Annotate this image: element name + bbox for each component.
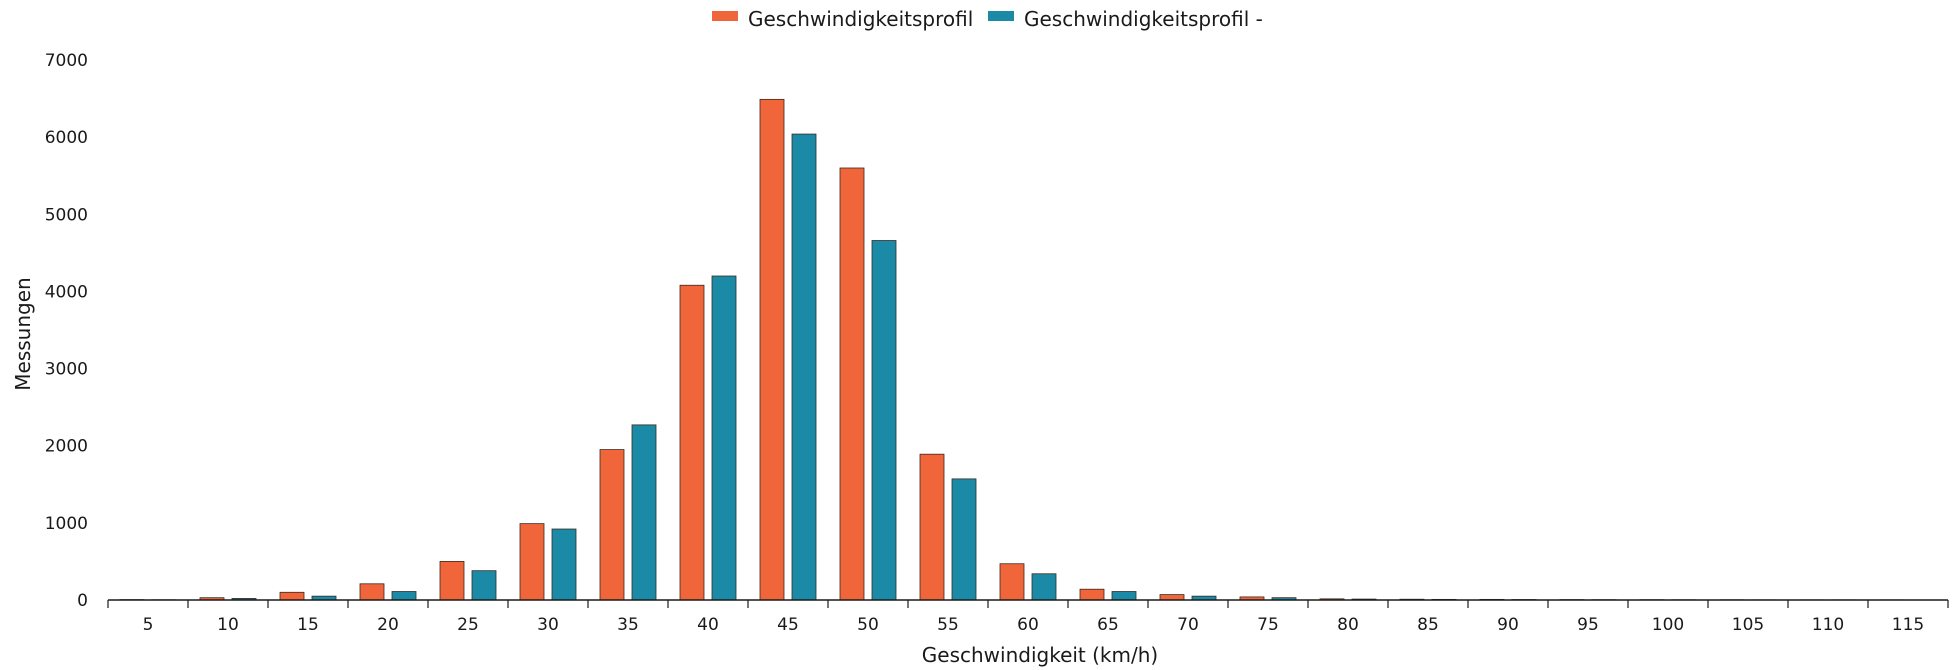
bar-series-2-20 <box>391 591 417 601</box>
x-tick-label: 45 <box>777 615 799 635</box>
bar-series-2-65 <box>1111 591 1137 601</box>
y-tick-label: 1000 <box>45 514 88 534</box>
x-tick-label: 5 <box>143 615 154 635</box>
x-tick-label: 90 <box>1497 615 1519 635</box>
x-axis-title: Geschwindigkeit (km/h) <box>922 643 1158 667</box>
y-axis-title: Messungen <box>11 277 35 390</box>
y-tick-label: 6000 <box>45 128 88 148</box>
legend: Geschwindigkeitsprofil Geschwindigkeitspr… <box>712 7 1263 31</box>
bar-series-2-30 <box>551 528 577 601</box>
bar-series-2-50 <box>871 240 897 601</box>
x-tick-label: 75 <box>1257 615 1279 635</box>
bar-series-1-50 <box>839 167 865 601</box>
legend-label-series-2: Geschwindigkeitsprofil - <box>1024 7 1263 31</box>
x-tick-label: 80 <box>1337 615 1359 635</box>
bar-series-1-20 <box>359 583 385 601</box>
bar-series-1-30 <box>519 523 545 601</box>
x-tick-label: 105 <box>1732 615 1764 635</box>
x-tick-label: 25 <box>457 615 479 635</box>
x-tick-label: 20 <box>377 615 399 635</box>
x-tick-label: 115 <box>1892 615 1924 635</box>
x-tick-label: 65 <box>1097 615 1119 635</box>
x-tick-label: 15 <box>297 615 319 635</box>
x-tick-label: 110 <box>1812 615 1844 635</box>
x-tick-label: 100 <box>1652 615 1684 635</box>
bar-series-2-25 <box>471 570 497 601</box>
x-tick-label: 10 <box>217 615 239 635</box>
x-tick-label: 60 <box>1017 615 1039 635</box>
x-tick-label: 40 <box>697 615 719 635</box>
y-tick-label: 2000 <box>45 437 88 457</box>
x-tick-label: 95 <box>1577 615 1599 635</box>
x-axis: 5 10 15 20 25 30 35 40 45 50 55 60 65 70 75 80 85 90 95 100… <box>107 599 1949 635</box>
y-tick-label: 7000 <box>45 51 88 71</box>
x-tick-label: 30 <box>537 615 559 635</box>
x-tick-label: 85 <box>1417 615 1439 635</box>
legend-swatch-series-1 <box>712 11 738 21</box>
bar-series-1-55 <box>919 453 945 601</box>
legend-label-series-1: Geschwindigkeitsprofil <box>748 7 973 31</box>
bars <box>119 98 1937 601</box>
bar-series-1-70 <box>1159 594 1185 601</box>
bar-series-1-65 <box>1079 588 1105 601</box>
y-tick-label: 5000 <box>45 205 88 225</box>
bar-series-1-60 <box>999 563 1025 601</box>
x-tick-label: 55 <box>937 615 959 635</box>
bar-series-2-40 <box>711 275 737 601</box>
legend-swatch-series-2 <box>988 11 1014 21</box>
bar-series-1-45 <box>759 98 785 601</box>
y-tick-label: 0 <box>77 591 88 611</box>
x-tick-label: 50 <box>857 615 879 635</box>
y-axis-ticks: 0 1000 2000 3000 4000 5000 6000 7000 <box>45 51 88 611</box>
bar-series-2-35 <box>631 424 657 601</box>
x-tick-label: 35 <box>617 615 639 635</box>
bar-series-1-40 <box>679 284 705 601</box>
bar-series-1-35 <box>599 449 625 601</box>
bar-series-1-25 <box>439 561 465 601</box>
y-tick-label: 4000 <box>45 282 88 302</box>
bar-series-2-55 <box>951 478 977 601</box>
x-tick-label: 70 <box>1177 615 1199 635</box>
y-tick-label: 3000 <box>45 360 88 380</box>
bar-series-1-15 <box>279 591 305 601</box>
bar-series-2-60 <box>1031 573 1057 601</box>
bar-series-2-45 <box>791 133 817 601</box>
